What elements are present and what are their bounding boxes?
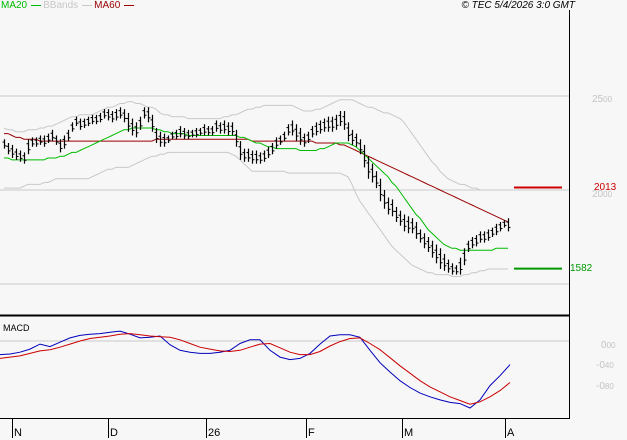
macd-line	[0, 330, 511, 409]
macd-axis-label-neg040: -040	[596, 360, 614, 371]
macd-axis-label-0: 000	[601, 340, 616, 351]
month-label-2026: 26	[208, 427, 221, 439]
month-label-apr: A	[507, 427, 515, 439]
legend-ma20-swatch	[31, 4, 42, 6]
bb-upper-line	[3, 99, 508, 191]
support-level-label: 1582	[570, 263, 593, 274]
month-label-nov: N	[14, 427, 22, 439]
legend-bbands-label: BBands	[43, 0, 79, 11]
macd-axis-label-neg080: -080	[596, 381, 614, 392]
legend-ma60-swatch	[124, 4, 135, 6]
chart-legend: MA20 BBands MA60	[1, 0, 136, 12]
ma20-line	[4, 127, 508, 251]
resistance-level-label: 2013	[594, 182, 617, 193]
price-axis-label-20: 2000	[592, 189, 613, 200]
legend-ma20-label: MA20	[1, 0, 28, 11]
macd-panel-title: MACD	[3, 323, 30, 333]
legend-ma60-label: MA60	[94, 0, 121, 11]
signal-line	[0, 333, 511, 405]
price-axis-label-25: 2500	[592, 94, 613, 105]
month-label-feb: F	[308, 427, 315, 439]
ma60-line	[4, 133, 509, 223]
month-label-dec: D	[110, 427, 118, 439]
copyright-timestamp: © TEC 5/4/2026 3:0 GMT	[461, 0, 575, 11]
bb-lower-line	[4, 151, 508, 277]
month-label-mar: M	[404, 427, 414, 439]
legend-bbands-swatch	[82, 4, 93, 6]
